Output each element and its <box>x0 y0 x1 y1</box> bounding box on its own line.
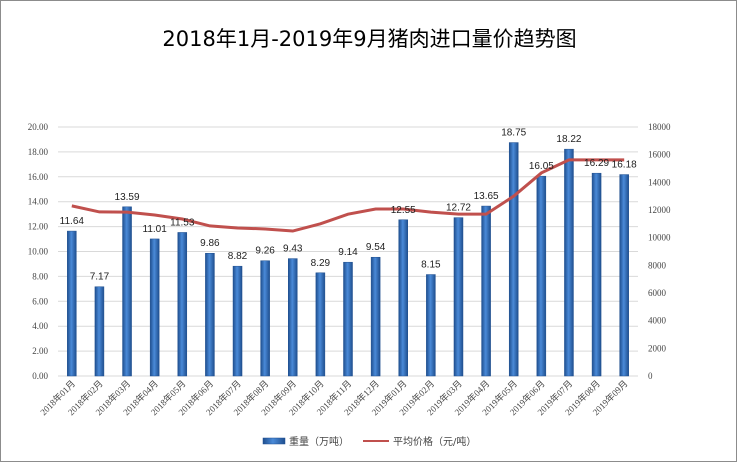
right-tick-label: 6000 <box>648 288 667 298</box>
left-tick-label: 20.00 <box>28 122 49 132</box>
bar-data-label: 8.82 <box>228 251 248 262</box>
bar-data-label: 11.53 <box>170 217 195 228</box>
bar <box>94 286 105 377</box>
bar-data-label: 18.75 <box>501 128 526 139</box>
bar <box>564 148 574 377</box>
bar-data-label: 9.14 <box>338 247 358 258</box>
price-line <box>71 158 625 233</box>
left-tick-label: 6.00 <box>32 296 48 306</box>
bar-data-label: 9.26 <box>255 246 275 257</box>
bar-data-label: 12.55 <box>391 205 416 216</box>
bar <box>122 206 132 377</box>
bar <box>591 172 602 377</box>
left-tick-label: 4.00 <box>32 321 48 331</box>
left-tick-label: 16.00 <box>28 172 49 182</box>
bar-data-label: 9.54 <box>366 242 386 253</box>
bar <box>177 232 188 377</box>
right-tick-label: 18000 <box>648 122 671 132</box>
left-tick-label: 0.00 <box>32 371 48 381</box>
bar-data-label: 9.43 <box>283 244 303 255</box>
bar <box>315 272 326 377</box>
bar-data-label: 11.64 <box>60 216 85 227</box>
bar <box>370 256 381 377</box>
chart-title: 2018年1月-2019年9月猪肉进口量价趋势图 <box>162 27 577 51</box>
bar-data-label: 16.18 <box>612 160 637 171</box>
bar-data-label: 12.72 <box>446 203 471 214</box>
legend-label-price: 平均价格（元/吨） <box>393 435 476 448</box>
bar <box>536 175 547 377</box>
bar <box>205 252 215 377</box>
bar-data-label: 13.65 <box>474 191 499 202</box>
right-tick-label: 8000 <box>648 260 667 270</box>
bar-data-label: 16.05 <box>529 161 554 172</box>
legend-bar-swatch <box>262 437 286 445</box>
left-tick-label: 2.00 <box>32 346 48 356</box>
right-tick-label: 4000 <box>648 316 667 326</box>
bar-data-label: 16.29 <box>584 158 609 169</box>
bar <box>149 238 160 377</box>
left-tick-label: 12.00 <box>28 222 49 232</box>
left-tick-label: 10.00 <box>28 247 49 257</box>
left-tick-label: 18.00 <box>28 147 49 157</box>
bar-data-label: 8.15 <box>421 260 441 271</box>
left-tick-label: 14.00 <box>28 197 49 207</box>
right-tick-label: 14000 <box>648 177 671 187</box>
bar-data-label: 9.86 <box>200 238 220 249</box>
bar <box>260 260 270 377</box>
bar-data-label: 11.01 <box>143 224 168 235</box>
bar <box>508 142 519 377</box>
bar <box>67 230 77 377</box>
right-tick-label: 0 <box>648 371 653 381</box>
bar-data-label: 8.29 <box>311 258 331 269</box>
bar-data-label: 7.17 <box>90 272 110 283</box>
legend-label-weight: 重量（万吨） <box>289 435 349 448</box>
bar <box>398 219 408 377</box>
bar <box>343 261 353 377</box>
bar <box>619 174 629 377</box>
right-tick-label: 2000 <box>648 343 667 353</box>
right-tick-label: 16000 <box>648 150 671 160</box>
right-tick-label: 12000 <box>648 205 671 215</box>
left-tick-label: 8.00 <box>32 271 48 281</box>
bar-data-label: 18.22 <box>556 134 581 145</box>
bar-data-label: 13.59 <box>115 192 140 203</box>
bar <box>232 265 243 377</box>
bar <box>453 217 464 377</box>
bar <box>481 205 491 377</box>
right-tick-label: 10000 <box>648 233 671 243</box>
bar <box>288 258 298 377</box>
bar <box>426 274 436 377</box>
